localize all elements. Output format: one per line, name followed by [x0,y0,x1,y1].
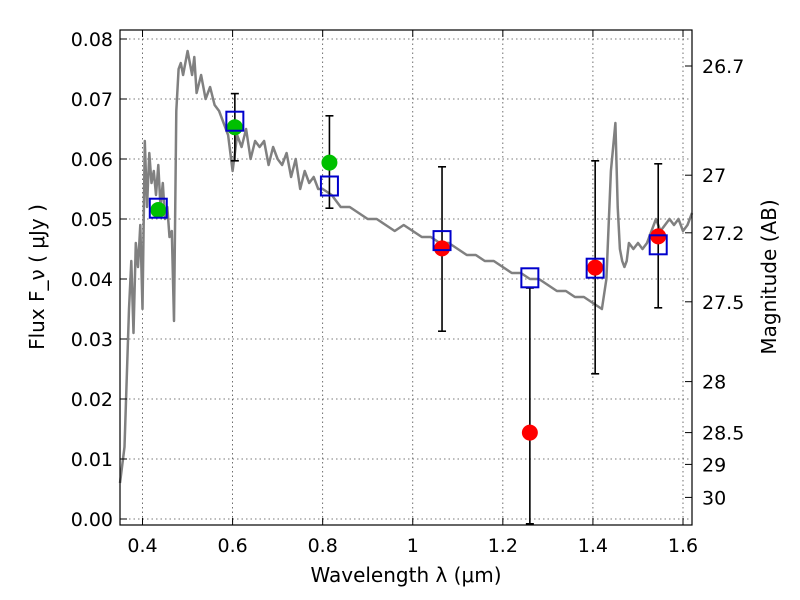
y2-tick-label: 26.7 [702,56,744,78]
y2-tick-label: 28 [702,372,726,394]
photometry-points [148,92,668,525]
model-point [648,234,668,256]
data-point [150,202,167,218]
data-point [650,228,667,245]
y-axis-label: Flux F_ν ( μJy ) [25,204,49,350]
y-tick-label: 0.07 [71,89,113,111]
data-point [521,424,538,441]
model-spectrum [118,49,694,484]
y2-tick-label: 27 [702,165,726,187]
model-point [148,197,168,219]
y2-tick-label: 28.5 [702,423,744,445]
model-point [225,110,245,132]
x-tick-label: 0.4 [127,535,157,557]
x-tick-label: 1.4 [578,535,608,557]
y-tick-label: 0.01 [71,449,113,471]
y-tick-label: 0.00 [71,509,113,531]
x-tick-label: 1.2 [488,535,518,557]
model-point [585,257,605,279]
y2-tick-label: 30 [702,487,726,509]
y-tick-label: 0.04 [71,269,113,291]
x-axis-label: Wavelength λ (μm) [310,563,501,587]
model-point [520,267,540,289]
data-point [434,240,451,257]
spectrum-line [118,49,694,484]
model-point [319,175,339,197]
y2-tick-label: 27.2 [702,223,744,245]
data-point [321,154,338,171]
y2-axis-label: Magnitude (AB) [757,199,781,354]
y2-tick-label: 27.5 [702,292,744,314]
y-tick-label: 0.02 [71,389,113,411]
x-tick-label: 1.6 [668,535,698,557]
y-tick-label: 0.03 [71,329,113,351]
x-tick-label: 1 [407,535,419,557]
y2-tick-label: 29 [702,454,726,476]
y-tick-label: 0.08 [71,29,113,51]
y-tick-label: 0.05 [71,209,113,231]
axis-ticks: 0.4 0.6 0.8 1 1.2 1.4 1.6 0.00 0.01 0.02 0.03 0.04 0… [71,29,745,557]
data-point [587,259,604,276]
x-tick-label: 0.8 [308,535,338,557]
x-tick-label: 0.6 [217,535,247,557]
data-point [226,119,243,136]
y-tick-label: 0.06 [71,149,113,171]
model-point [432,230,452,252]
plot-frame [119,29,693,526]
grid [120,30,692,525]
